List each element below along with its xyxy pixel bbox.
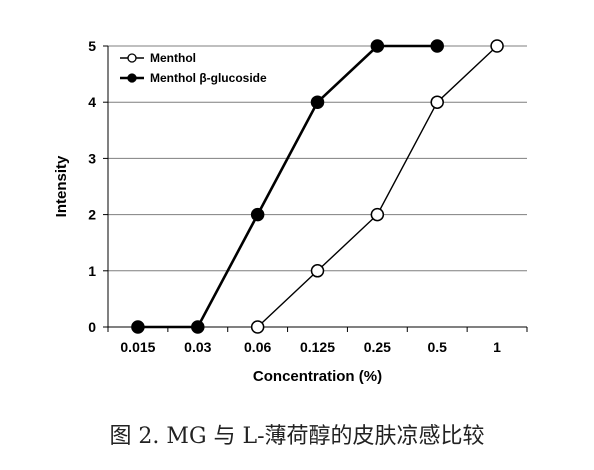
legend: Menthol Menthol β-glucoside [120, 51, 267, 85]
grid-lines [108, 45, 527, 272]
legend-label-menthol-glucoside: Menthol β-glucoside [150, 71, 267, 85]
figure-caption: 图 2. MG 与 L-薄荷醇的皮肤凉感比较 [109, 424, 485, 449]
series-layer [131, 39, 504, 334]
data-point-menthol-glucoside [430, 39, 444, 53]
legend-marker-menthol [127, 53, 137, 63]
x-tick-label: 1 [493, 339, 501, 355]
chart: 0 1 2 3 4 5 0.015 0.03 0.06 0.125 0.25 0.5 1 Intens… [53, 38, 528, 385]
x-axis-title: Concentration (%) [253, 368, 382, 385]
series-line [137, 44, 438, 329]
x-tick-label: 0.03 [184, 339, 211, 355]
y-tick-label: 5 [88, 38, 96, 54]
data-point-menthol-glucoside [310, 95, 325, 109]
x-tick-label: 0.5 [427, 339, 447, 355]
data-point-menthol [370, 207, 385, 222]
data-point-menthol-glucoside [250, 207, 265, 222]
data-point-menthol [250, 320, 265, 334]
x-tick-labels: 0.015 0.03 0.06 0.125 0.25 0.5 1 [107, 327, 528, 355]
y-tick-label: 3 [88, 150, 96, 166]
data-point-menthol [310, 264, 325, 278]
legend-label-menthol: Menthol [150, 51, 196, 65]
data-point-menthol [430, 95, 444, 109]
data-point-menthol-glucoside [191, 320, 205, 334]
x-tick-label: 0.015 [120, 339, 155, 355]
x-tick-label: 0.06 [244, 339, 271, 355]
series-line [257, 45, 498, 328]
data-point-menthol [490, 39, 504, 53]
y-tick-label: 1 [88, 263, 96, 279]
y-tick-labels: 0 1 2 3 4 5 [88, 38, 108, 335]
y-tick-label: 0 [88, 319, 96, 335]
y-tick-label: 4 [88, 94, 96, 110]
data-point-menthol-glucoside [131, 320, 145, 334]
y-tick-label: 2 [88, 207, 96, 223]
x-tick-label: 0.125 [300, 339, 335, 355]
y-axis-title: Intensity [53, 155, 70, 217]
legend-marker-menthol-glucoside [127, 73, 137, 83]
x-tick-label: 0.25 [364, 339, 391, 355]
data-point-menthol-glucoside [370, 39, 385, 53]
